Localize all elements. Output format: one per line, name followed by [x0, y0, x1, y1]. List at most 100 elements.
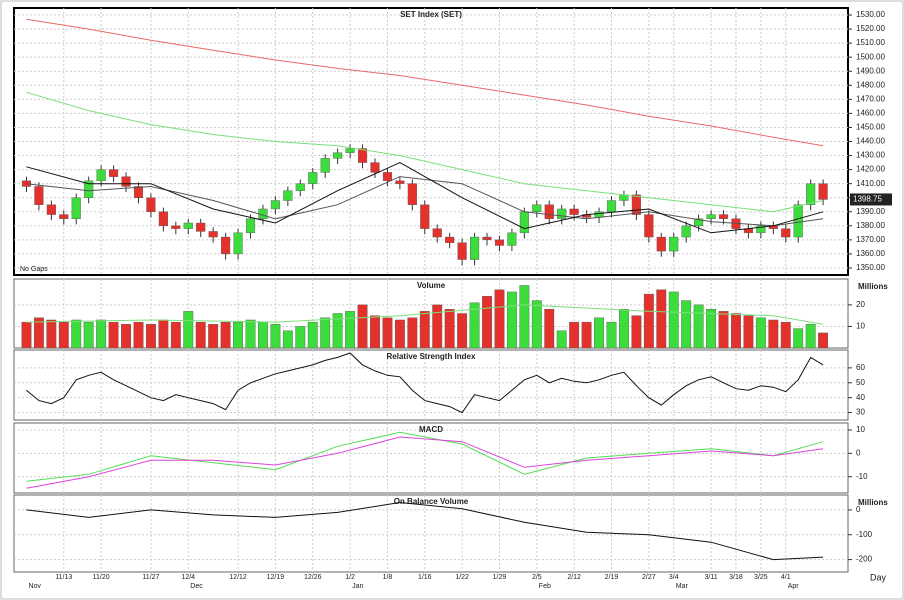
volume-bar: [805, 324, 816, 349]
candle-body: [146, 197, 156, 212]
candle-body: [594, 211, 604, 218]
month-label: Mar: [676, 583, 689, 590]
volume-bar: [668, 291, 679, 349]
volume-bar: [619, 308, 629, 349]
volume-bar: [357, 304, 368, 349]
candle-body: [793, 204, 803, 238]
y-tick-label: 1480.00: [856, 80, 885, 89]
volume-bar: [21, 321, 32, 349]
volume-bar: [731, 313, 741, 349]
candle-body: [557, 208, 567, 219]
volume-bar: [83, 321, 94, 349]
x-tick-label: 11/13: [55, 574, 72, 581]
y-tick-label: 1510.00: [856, 38, 885, 47]
month-label: Feb: [539, 583, 551, 590]
y-tick-label: -10: [856, 472, 868, 481]
candle-body: [718, 214, 729, 219]
volume-bar: [258, 321, 268, 349]
x-tick-label: 2/19: [605, 574, 619, 581]
volume-bar: [531, 300, 542, 349]
y-tick-label: 1440.00: [856, 137, 885, 146]
candle-body: [357, 148, 368, 163]
candle-body: [781, 228, 791, 238]
candle-body: [544, 204, 554, 219]
y-tick-label: 30: [856, 408, 865, 417]
candle-body: [706, 214, 716, 219]
volume-bar: [643, 293, 654, 349]
y-tick-label: 0: [856, 505, 861, 514]
candle-body: [59, 214, 69, 219]
candle-body: [507, 232, 517, 246]
candle-body: [71, 197, 81, 219]
candle-body: [407, 183, 417, 205]
candle-body: [382, 172, 392, 182]
volume-bar: [743, 315, 754, 349]
x-tick-label: 12/19: [267, 574, 285, 581]
candle-body: [96, 169, 106, 182]
annotation: No Gaps: [20, 266, 48, 273]
candle-body: [656, 236, 666, 252]
volume-bar: [121, 324, 131, 349]
x-tick-label: 3/25: [754, 574, 768, 581]
candle-body: [519, 211, 529, 234]
volume-bar: [307, 321, 318, 349]
volume-bar: [133, 321, 144, 349]
candle-body: [171, 225, 181, 229]
x-tick-label: 12/4: [181, 574, 195, 581]
volume-bar: [370, 315, 380, 349]
candle-body: [34, 186, 44, 205]
panel-frame: [13, 422, 849, 494]
volume-bar: [270, 324, 281, 349]
candle-body: [370, 162, 380, 173]
volume-bar: [594, 317, 604, 349]
last-value-label: 1398.75: [853, 195, 882, 204]
y-tick-label: 1430.00: [856, 151, 885, 160]
x-tick-label: 11/20: [93, 574, 110, 581]
candle-body: [196, 222, 206, 232]
month-label: Apr: [788, 583, 800, 590]
volume-bar: [220, 321, 231, 349]
month-label: Jan: [352, 583, 363, 590]
candle-body: [806, 183, 816, 205]
candle-body: [308, 172, 318, 184]
volume-bar: [332, 313, 343, 349]
y-tick-label: 10: [856, 322, 865, 331]
volume-bar: [233, 321, 243, 349]
candle-body: [470, 236, 480, 260]
y-tick-label: -200: [856, 555, 873, 564]
y-tick-label: 1500.00: [856, 52, 885, 61]
panel-title: Relative Strength Index: [387, 352, 476, 361]
candle-body: [631, 194, 641, 215]
x-tick-label: 1/8: [383, 574, 393, 581]
volume-bar: [282, 330, 293, 349]
candle-body: [482, 236, 492, 241]
x-tick-label: 1/22: [455, 574, 469, 581]
candle-body: [208, 231, 218, 238]
candle-body: [606, 200, 617, 212]
y-tick-label: 0: [856, 448, 861, 457]
candle-body: [818, 183, 828, 200]
volume-bar: [693, 304, 704, 349]
candle-body: [457, 242, 467, 260]
volume-bar: [71, 319, 82, 349]
y-tick-label: 1450.00: [856, 123, 885, 132]
series-line: [26, 18, 824, 147]
last-value-box: [850, 193, 892, 206]
x-tick-label: 3/11: [705, 574, 718, 581]
volume-bar: [793, 328, 804, 349]
candle-body: [569, 208, 579, 215]
month-label: Nov: [28, 583, 41, 590]
volume-bar: [569, 321, 580, 349]
x-tick-label: 3/18: [729, 574, 743, 581]
y-tick-label: -100: [856, 530, 873, 539]
volume-bar: [457, 313, 468, 349]
x-tick-label: 11/27: [142, 574, 159, 581]
month-label: Dec: [190, 583, 203, 590]
volume-bar: [345, 311, 356, 349]
candle-body: [233, 232, 243, 255]
candle-body: [183, 222, 193, 229]
y-tick-label: 1380.00: [856, 221, 885, 230]
candle-body: [445, 236, 455, 243]
volume-bar: [755, 317, 766, 349]
